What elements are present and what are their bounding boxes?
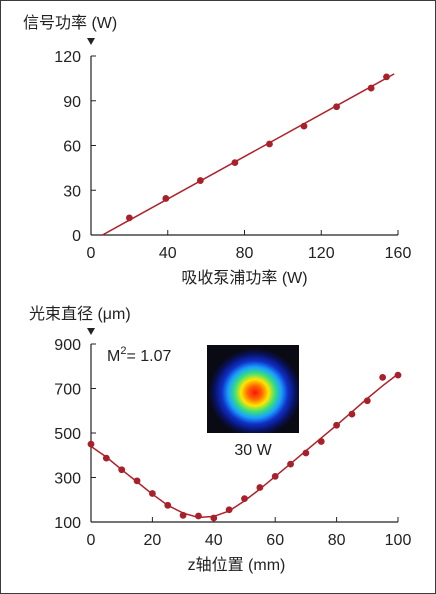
y-axis-title: 信号功率 (W) — [23, 14, 117, 32]
data-point — [133, 477, 141, 485]
data-point — [241, 495, 248, 503]
data-point — [149, 490, 156, 497]
y-tick-label: 700 — [54, 382, 81, 399]
data-point — [118, 466, 126, 474]
y-tick-label: 500 — [54, 426, 81, 443]
data-point — [394, 371, 402, 379]
fit-line — [102, 73, 395, 236]
data-point — [196, 177, 204, 184]
data-point — [379, 373, 387, 381]
m2-annotation: M2= 1.07 — [107, 345, 171, 365]
y-axis-title: 光束直径 (μm) — [29, 305, 131, 323]
data-point — [383, 73, 390, 81]
y-tick-label: 0 — [72, 228, 81, 245]
y-tick-label: 100 — [54, 515, 81, 532]
x-axis-title: z轴位置 (mm) — [188, 556, 286, 574]
x-tick-label: 80 — [236, 245, 254, 262]
data-point — [271, 472, 279, 480]
inset-label: 30 W — [234, 442, 272, 459]
data-point — [348, 410, 356, 418]
beam-diameter-chart: 0 20 40 60 80 100 100 300 500 700 900 光束直径 (μm) z轴位置… — [29, 305, 411, 574]
data-point — [162, 195, 170, 202]
data-point — [125, 214, 133, 222]
data-point — [164, 501, 172, 509]
y-tick-label: 90 — [63, 94, 81, 111]
y-tick-label: 60 — [63, 139, 81, 156]
x-tick-label: 100 — [385, 532, 412, 549]
x-tick-label: 80 — [328, 532, 346, 549]
data-point — [210, 514, 218, 522]
x-axis-title: 吸收泵浦功率 (W) — [181, 269, 307, 287]
data-point — [302, 449, 310, 457]
x-tick-label: 40 — [159, 245, 177, 262]
y-tick-label: 30 — [63, 183, 81, 200]
y-axis-marker — [87, 38, 95, 45]
data-point — [225, 506, 233, 514]
data-point — [333, 421, 340, 429]
data-point — [102, 454, 110, 462]
x-tick-label: 40 — [205, 532, 223, 549]
data-point — [333, 103, 340, 111]
y-axis-marker — [87, 328, 95, 335]
data-point — [317, 438, 325, 445]
data-point — [179, 511, 187, 519]
x-tick-label: 60 — [266, 532, 284, 549]
data-point — [87, 440, 95, 448]
x-tick-label: 0 — [87, 532, 96, 549]
data-point — [256, 484, 264, 491]
y-tick-label: 900 — [54, 337, 81, 354]
data-point — [363, 397, 371, 405]
x-tick-label: 20 — [144, 532, 162, 549]
x-tick-label: 120 — [308, 245, 335, 262]
data-point — [300, 122, 308, 130]
beam-profile-inset: 30 W — [207, 345, 299, 459]
data-point — [231, 159, 239, 167]
data-point — [195, 512, 202, 520]
power-chart: 0 40 80 120 160 0 30 60 90 120 信号功率 (W) 吸收泵浦功率 (W) — [23, 14, 411, 287]
data-point — [287, 460, 294, 468]
x-tick-label: 0 — [87, 245, 96, 262]
data-point — [266, 140, 273, 148]
beam-image-spot — [207, 345, 299, 433]
data-point — [367, 84, 375, 92]
y-tick-label: 300 — [54, 471, 81, 488]
x-tick-label: 160 — [385, 245, 412, 262]
y-tick-label: 120 — [54, 49, 81, 66]
